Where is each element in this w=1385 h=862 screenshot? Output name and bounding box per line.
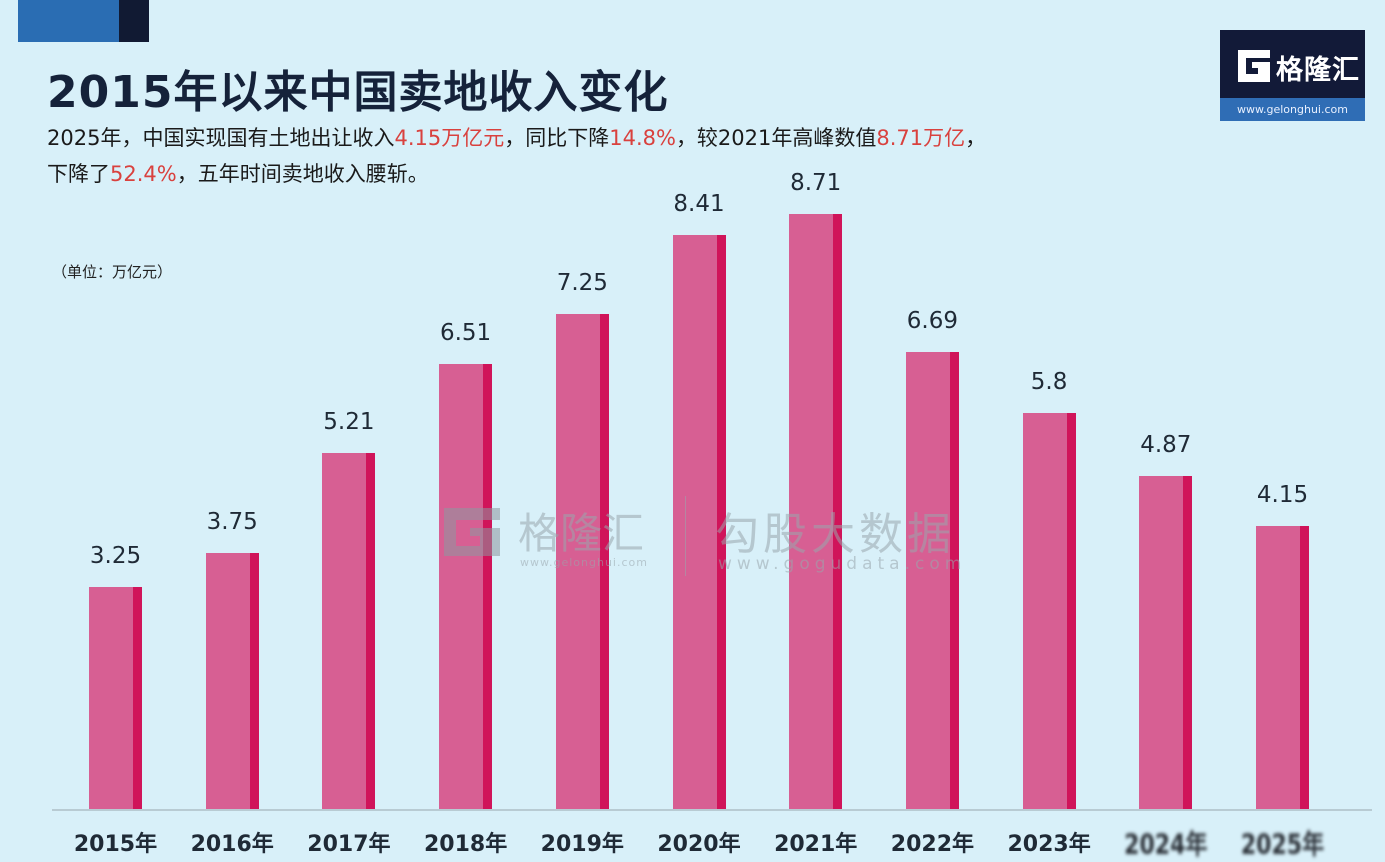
bar-side — [249, 552, 259, 809]
bar-value-label: 3.75 — [206, 508, 258, 535]
bar — [789, 214, 843, 809]
subtitle-highlight: 4.15万亿元 — [394, 126, 505, 150]
bar-value-label: 4.87 — [1140, 432, 1192, 459]
bar — [905, 352, 959, 809]
bar-value-label: 8.71 — [790, 170, 842, 197]
bar-face — [905, 352, 950, 809]
x-axis-label: 2025年 — [1240, 829, 1325, 861]
subtitle-text: ，较2021年高峰数值 — [675, 126, 877, 150]
bar-value-label: 5.8 — [1030, 368, 1068, 395]
bar-face — [322, 453, 367, 809]
corner-blue-block — [18, 0, 119, 42]
x-axis-label: 2018年 — [423, 832, 508, 857]
bar-value-label: 7.25 — [556, 269, 608, 296]
bar-face — [89, 587, 133, 809]
subtitle-text: 下降了 — [47, 162, 110, 186]
subtitle-line-1: 2025年，中国实现国有土地出让收入4.15万亿元，同比下降14.8%，较202… — [47, 120, 1147, 156]
x-axis-label: 2015年 — [73, 832, 158, 857]
bar-side — [716, 234, 726, 809]
bar-value-label: 8.41 — [673, 190, 725, 217]
chart-title: 2015年以来中国卖地收入变化 — [47, 67, 669, 118]
subtitle-text: ， — [965, 126, 987, 150]
bar — [1022, 412, 1076, 809]
bar-value-label: 3.25 — [89, 543, 142, 570]
bar-face — [555, 313, 600, 809]
bar-side — [366, 453, 376, 809]
bar-face — [439, 364, 484, 809]
bar-value-label: 6.69 — [906, 308, 958, 335]
bar-side — [599, 313, 609, 809]
bar — [672, 234, 726, 809]
x-axis-label: 2022年 — [890, 832, 974, 857]
x-axis-label: 2023年 — [1007, 832, 1091, 857]
x-axis-label: 2019年 — [540, 832, 624, 857]
logo-name: 格隆汇 — [1276, 55, 1360, 86]
x-axis-label: 2021年 — [774, 832, 858, 857]
unit-label: （单位：万亿元） — [52, 263, 173, 281]
subtitle-text: 2025年，中国实现国有土地出让收入 — [47, 126, 395, 150]
chart-subtitle: 2025年，中国实现国有土地出让收入4.15万亿元，同比下降14.8%，较202… — [47, 120, 1147, 192]
bar-side — [949, 352, 959, 809]
x-axis-label: 2016年 — [190, 832, 274, 857]
bar-face — [1022, 412, 1067, 809]
corner-navy-block — [119, 0, 149, 42]
bar-side — [1183, 476, 1193, 809]
subtitle-text: ，五年时间卖地收入腰斩。 — [176, 162, 429, 186]
bar — [439, 364, 493, 809]
bar — [555, 313, 609, 809]
bar — [205, 552, 259, 809]
x-axis-line — [52, 809, 1372, 811]
subtitle-highlight: 14.8% — [609, 126, 676, 150]
bar-value-label: 5.21 — [323, 409, 375, 436]
bar-value-label: 6.51 — [439, 320, 492, 347]
bar-face — [672, 234, 717, 809]
x-axis-label: 2024年 — [1124, 829, 1208, 861]
bar — [322, 453, 376, 809]
bar-side — [833, 214, 843, 809]
bar-side — [133, 587, 142, 809]
subtitle-line-2: 下降了52.4%，五年时间卖地收入腰斩。 — [47, 156, 1147, 192]
subtitle-text: ，同比下降 — [504, 126, 610, 150]
bar — [1139, 476, 1193, 809]
bar-face — [789, 214, 834, 809]
corner-decoration — [18, 0, 149, 42]
subtitle-highlight: 8.71万亿 — [876, 126, 966, 150]
bar — [1256, 525, 1309, 809]
bar-side — [1066, 412, 1076, 809]
logo-url: www.gelonghui.com — [1220, 98, 1365, 121]
bar-face — [1139, 476, 1184, 809]
bar-side — [483, 364, 493, 809]
bar-value-label: 4.15 — [1256, 481, 1309, 508]
x-axis-label: 2017年 — [307, 832, 391, 857]
x-axis-label: 2020年 — [657, 832, 741, 857]
brand-logo: 格隆汇 www.gelonghui.com — [1220, 30, 1365, 121]
bar-side — [1300, 525, 1309, 809]
bar-face — [205, 552, 250, 809]
g-logo-icon — [1238, 50, 1270, 82]
subtitle-highlight: 52.4% — [110, 162, 177, 186]
bar-face — [1256, 525, 1300, 809]
bar — [89, 587, 142, 809]
